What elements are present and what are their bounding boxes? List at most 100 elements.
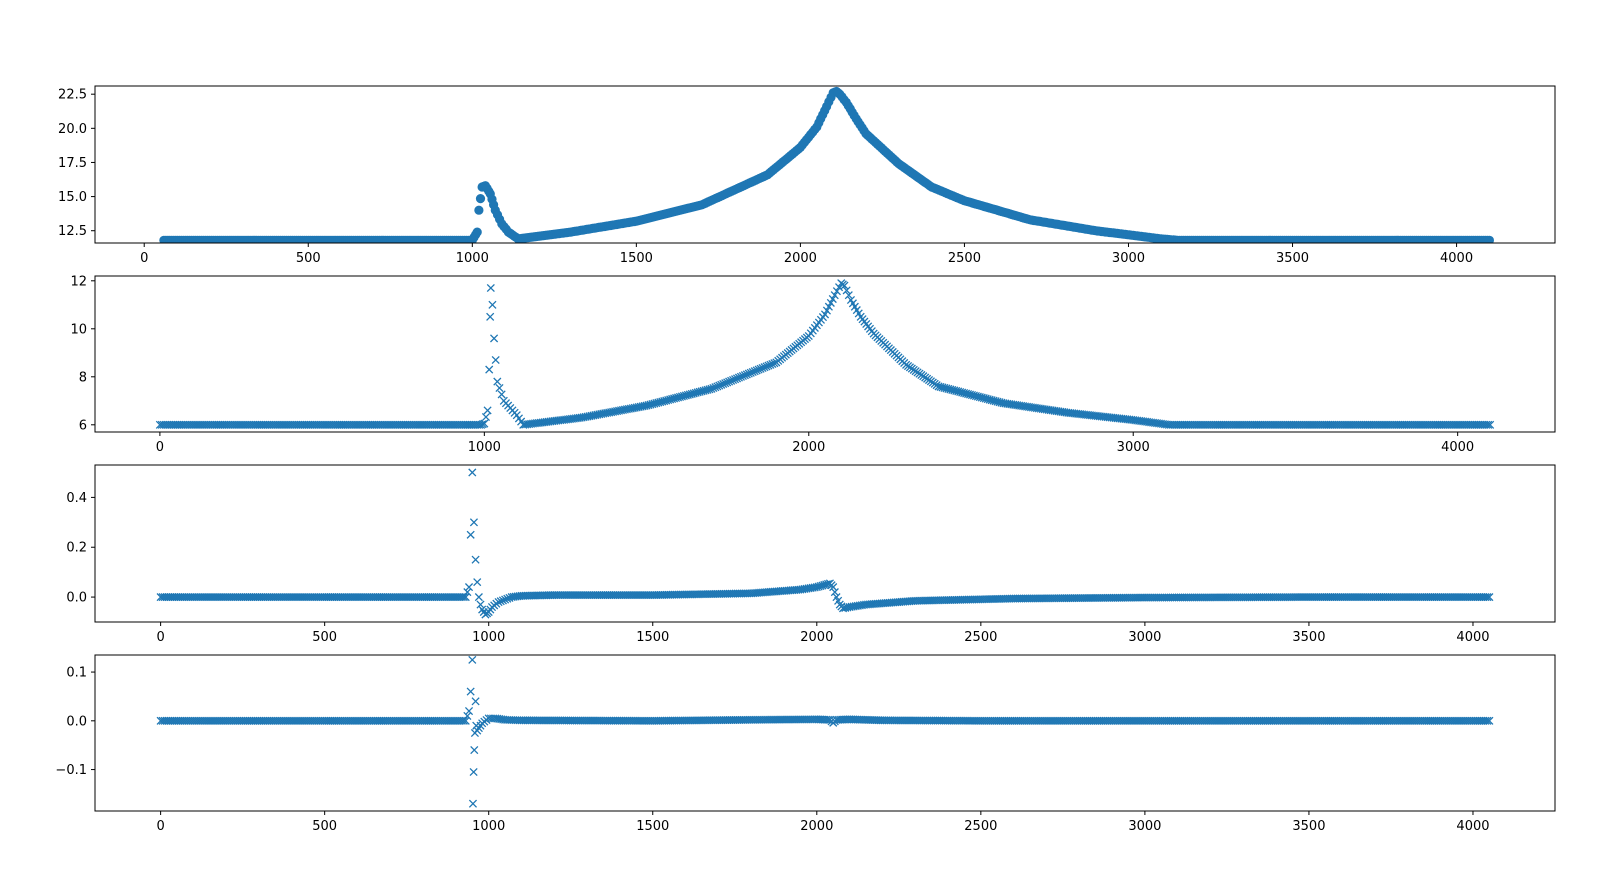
data-point (464, 707, 474, 716)
data-point (337, 420, 346, 429)
data-point (385, 420, 395, 429)
data-point (830, 588, 839, 597)
data-point (494, 598, 503, 607)
data-point (432, 420, 441, 429)
data-point (449, 420, 459, 429)
y-tick-label: 8 (79, 370, 87, 385)
data-point (366, 420, 375, 429)
data-point (414, 420, 424, 429)
subplot-2: 0 1000 2000 3000 4000 6 8 10 12 (70, 274, 1556, 455)
data-point (468, 799, 478, 808)
data-point (469, 767, 478, 777)
data-point (387, 420, 396, 429)
data-point (358, 420, 367, 429)
data-point (497, 390, 506, 399)
subplot-1: 0 500 1000 1500 2000 2500 3000 3500 4000 12.5 15.0… (58, 85, 1556, 266)
data-point (1484, 235, 1494, 243)
data-point (401, 420, 410, 429)
data-point (430, 420, 439, 429)
data-point (374, 420, 383, 429)
data-point (399, 420, 408, 429)
data-point (475, 194, 486, 204)
data-point (822, 306, 832, 315)
data-point (364, 420, 373, 429)
data-point (467, 420, 476, 429)
y-tick-label: 6 (79, 418, 87, 433)
data-point (351, 420, 360, 429)
data-point (501, 595, 510, 604)
x-tick-label: 1500 (620, 251, 653, 266)
data-point (832, 287, 841, 296)
data-point (471, 697, 480, 706)
data-point (349, 420, 358, 429)
data-point (411, 420, 420, 429)
data-point (473, 578, 482, 587)
x-tick-label: 2000 (784, 251, 817, 266)
x-tick-label: 1000 (468, 440, 501, 455)
data-point (1483, 593, 1492, 602)
data-point (451, 420, 460, 429)
data-point (434, 420, 443, 429)
data-point (329, 420, 338, 429)
axes-frame (94, 275, 1556, 433)
data-point (325, 420, 334, 429)
data-point (1485, 716, 1494, 725)
x-tick-label: 2500 (964, 819, 997, 834)
data-point (389, 420, 398, 429)
data-point (354, 420, 364, 429)
data-point (461, 716, 470, 725)
data-point (362, 420, 371, 429)
x-tick-label: 0 (156, 630, 164, 645)
data-point (840, 281, 849, 290)
data-point (469, 420, 478, 429)
data-point (442, 420, 451, 429)
x-tick-label: 4000 (1456, 819, 1489, 834)
data-point (321, 420, 331, 429)
data-point (464, 583, 474, 592)
data-point (498, 596, 507, 605)
x-tick-label: 1000 (456, 251, 489, 266)
data-point (376, 420, 385, 429)
data-point (413, 420, 422, 429)
y-tick-label: −0.1 (55, 763, 87, 778)
data-point (457, 420, 466, 429)
data-point (319, 420, 329, 429)
x-tick-label: 500 (312, 630, 337, 645)
data-point (436, 420, 445, 429)
data-point (422, 420, 431, 429)
data-point (486, 312, 495, 321)
data-point (335, 420, 344, 429)
data-point (490, 334, 499, 343)
data-point (383, 420, 393, 429)
data-point (493, 377, 502, 386)
y-tick-label: 20.0 (58, 122, 87, 137)
data-point (418, 420, 427, 429)
data-point (405, 420, 414, 429)
data-point (393, 420, 402, 429)
data-point (1485, 593, 1494, 602)
data-point (474, 205, 484, 215)
axes-frame (94, 654, 1556, 812)
data-point (318, 420, 327, 429)
data-point (347, 420, 356, 429)
data-point (824, 302, 833, 311)
data-point (842, 286, 851, 295)
data-point (459, 420, 468, 429)
data-point (395, 420, 404, 429)
data-point (481, 412, 491, 422)
data-point (339, 420, 348, 429)
data-point (465, 420, 474, 429)
data-point (447, 420, 457, 429)
subplot-4: 0 500 1000 1500 2000 2500 3000 3500 4000 −0.1 0.0 0… (55, 654, 1556, 834)
data-point (333, 420, 342, 429)
data-point (1483, 716, 1492, 725)
data-point (397, 420, 406, 429)
data-point (488, 300, 497, 309)
x-tick-label: 2500 (948, 251, 981, 266)
x-tick-label: 0 (156, 440, 164, 455)
x-tick-label: 1500 (636, 630, 669, 645)
data-point (426, 420, 435, 429)
data-point (503, 594, 512, 603)
data-point (463, 711, 472, 720)
